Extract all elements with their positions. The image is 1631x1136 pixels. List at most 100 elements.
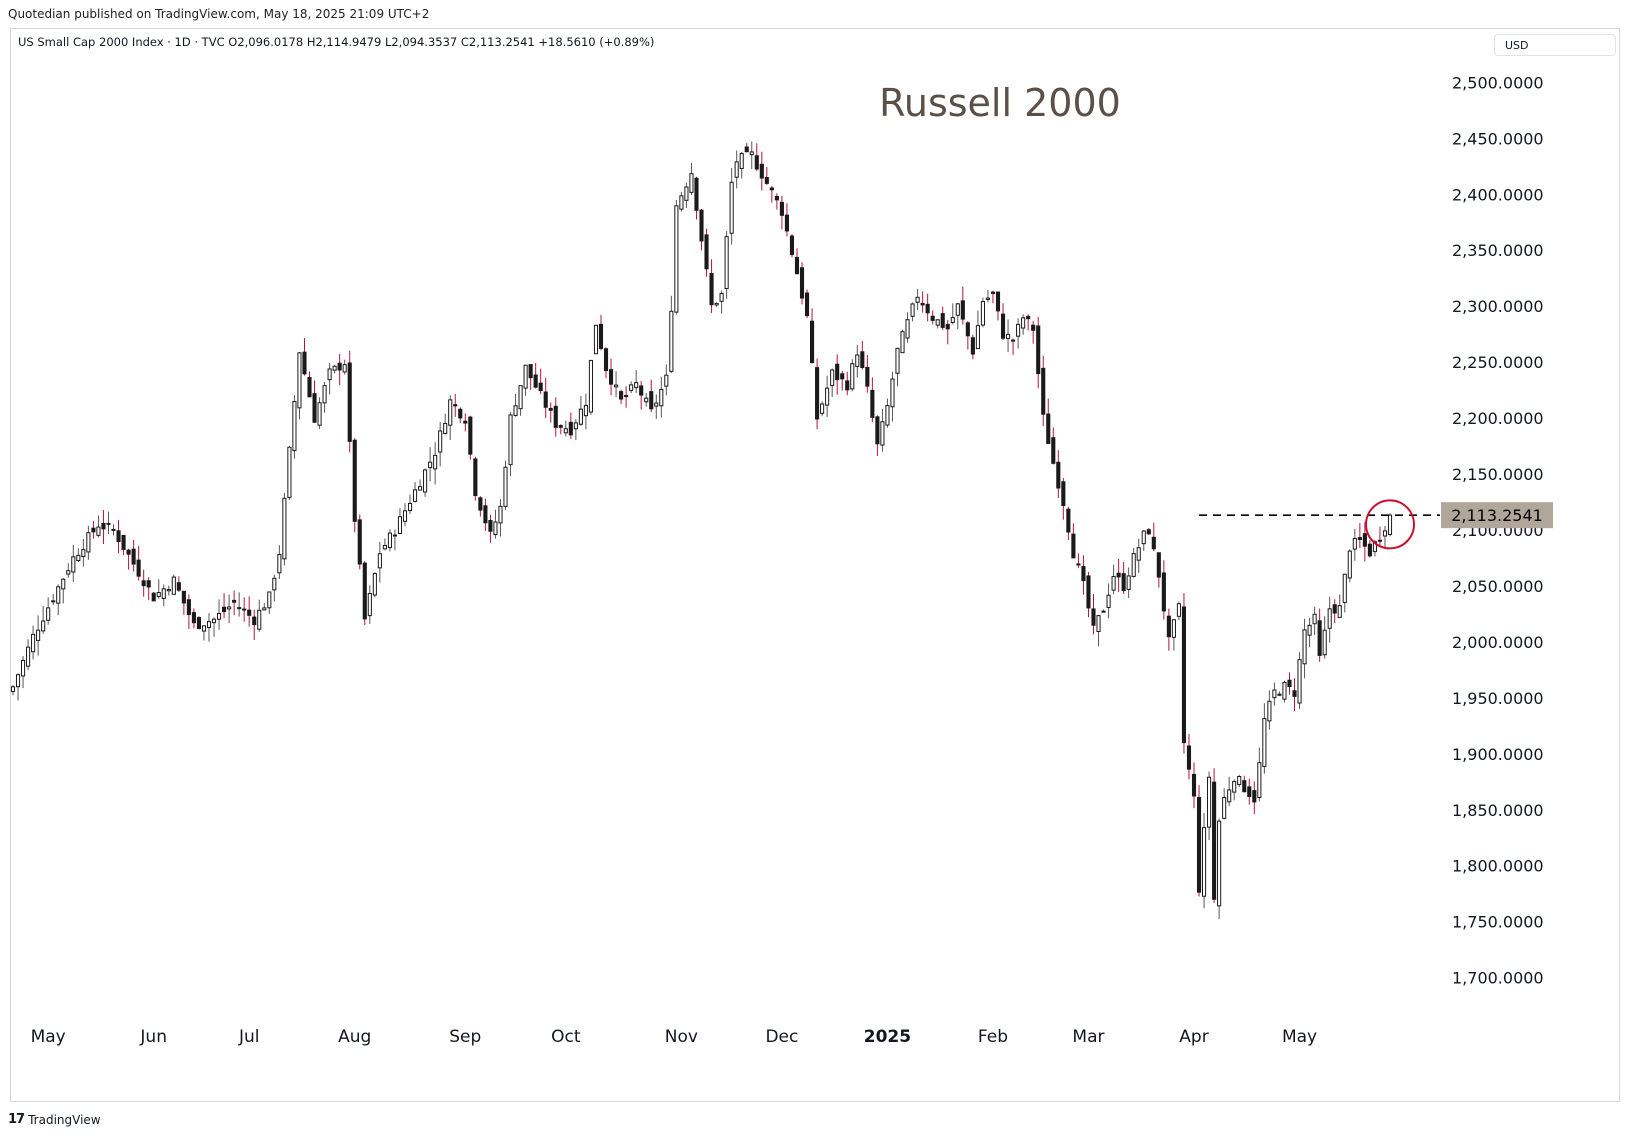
candle-body — [558, 425, 563, 428]
y-tick-label: 2,450.0000 — [1452, 129, 1544, 148]
candle-body — [242, 608, 247, 611]
candle-body — [563, 428, 568, 434]
candle-body — [548, 407, 553, 411]
highlight-circle — [1365, 499, 1415, 550]
candle-body — [970, 337, 975, 355]
candle-body — [282, 497, 287, 560]
candle-body — [41, 620, 46, 632]
candle-body — [905, 319, 910, 339]
candle-body — [141, 580, 146, 587]
candle-body — [794, 256, 800, 275]
candle-body — [699, 209, 704, 242]
candle-body — [488, 519, 493, 532]
candle-body — [1312, 613, 1317, 625]
candle-body — [1262, 718, 1267, 767]
candle-body — [71, 556, 76, 573]
candle-body — [1121, 573, 1126, 592]
candle-body — [76, 554, 81, 562]
candle-body — [327, 368, 332, 381]
candle-body — [1106, 594, 1111, 609]
candle-body — [66, 570, 71, 575]
candle-body — [714, 302, 719, 306]
chart-area[interactable] — [10, 28, 1620, 1102]
candle-body — [719, 292, 724, 302]
candle-body — [533, 374, 538, 388]
candle-body — [804, 292, 810, 317]
candle-body — [518, 385, 523, 410]
candle-body — [292, 400, 297, 452]
candle-body — [649, 391, 654, 410]
candle-body — [860, 351, 865, 368]
candle-body — [845, 380, 850, 391]
candle-body — [709, 273, 714, 306]
candle-body — [1222, 797, 1227, 819]
candle-body — [629, 384, 634, 391]
candle-body — [588, 359, 593, 413]
footer-brand[interactable]: 17 TradingView — [8, 1112, 101, 1127]
candle-body — [412, 489, 418, 502]
currency-button[interactable]: USD — [1494, 34, 1616, 56]
candle-body — [1387, 514, 1393, 535]
candle-body — [835, 363, 840, 381]
candle-body — [1041, 367, 1046, 415]
candle-body — [1031, 324, 1036, 331]
candle-body — [553, 405, 558, 428]
candle-body — [774, 195, 779, 201]
y-tick-label: 2,500.0000 — [1452, 73, 1544, 92]
candle-body — [171, 576, 176, 595]
candle-body — [418, 486, 423, 491]
candle-body — [191, 612, 196, 624]
candle-body — [151, 592, 156, 602]
candle-body — [749, 151, 754, 156]
x-tick-label: Oct — [551, 1027, 581, 1047]
candle-body — [598, 323, 604, 349]
candle-body — [1036, 325, 1041, 375]
candle-body — [448, 399, 453, 426]
candle-body — [232, 599, 237, 603]
candle-body — [1227, 789, 1232, 803]
candle-body — [1071, 533, 1076, 559]
candle-body — [81, 549, 86, 558]
candle-body — [56, 586, 61, 604]
candle-body — [96, 526, 101, 536]
candle-body — [267, 591, 272, 609]
candle-body — [543, 391, 548, 408]
candle-body — [875, 416, 880, 445]
candle-body — [247, 609, 252, 616]
candle-body — [669, 310, 674, 372]
candle-body — [1091, 608, 1096, 626]
candle-body — [1191, 773, 1197, 797]
candle-body — [1327, 608, 1332, 629]
candle-body — [196, 617, 202, 629]
candle-body — [925, 303, 930, 314]
candle-body — [362, 562, 367, 620]
y-tick-label: 1,700.0000 — [1452, 969, 1544, 988]
candle-body — [201, 625, 207, 632]
candle-body — [779, 201, 784, 216]
candle-body — [1101, 610, 1106, 613]
candle-body — [206, 621, 212, 628]
candle-body — [694, 177, 699, 211]
candle-body — [679, 195, 684, 210]
candle-body — [1126, 575, 1131, 590]
footer-brand-label: TradingView — [28, 1112, 101, 1127]
candle-body — [1051, 437, 1056, 464]
candle-body — [121, 534, 126, 550]
candle-body — [176, 582, 181, 591]
candle-body — [46, 607, 51, 621]
candle-body — [1021, 317, 1026, 329]
candle-body — [990, 291, 996, 294]
candle-body — [483, 505, 488, 524]
candle-body — [1000, 313, 1006, 339]
candle-body — [468, 416, 473, 455]
candle-body — [1287, 679, 1292, 687]
candle-body — [1066, 508, 1071, 533]
price-label-box — [1441, 502, 1553, 529]
candle-body — [1322, 629, 1327, 656]
candle-body — [252, 616, 257, 626]
candle-body — [1267, 700, 1272, 722]
candle-body — [639, 385, 644, 396]
candle-body — [131, 548, 136, 565]
candle-body — [840, 373, 845, 380]
price-label: 2,113.2541 — [1451, 506, 1543, 525]
